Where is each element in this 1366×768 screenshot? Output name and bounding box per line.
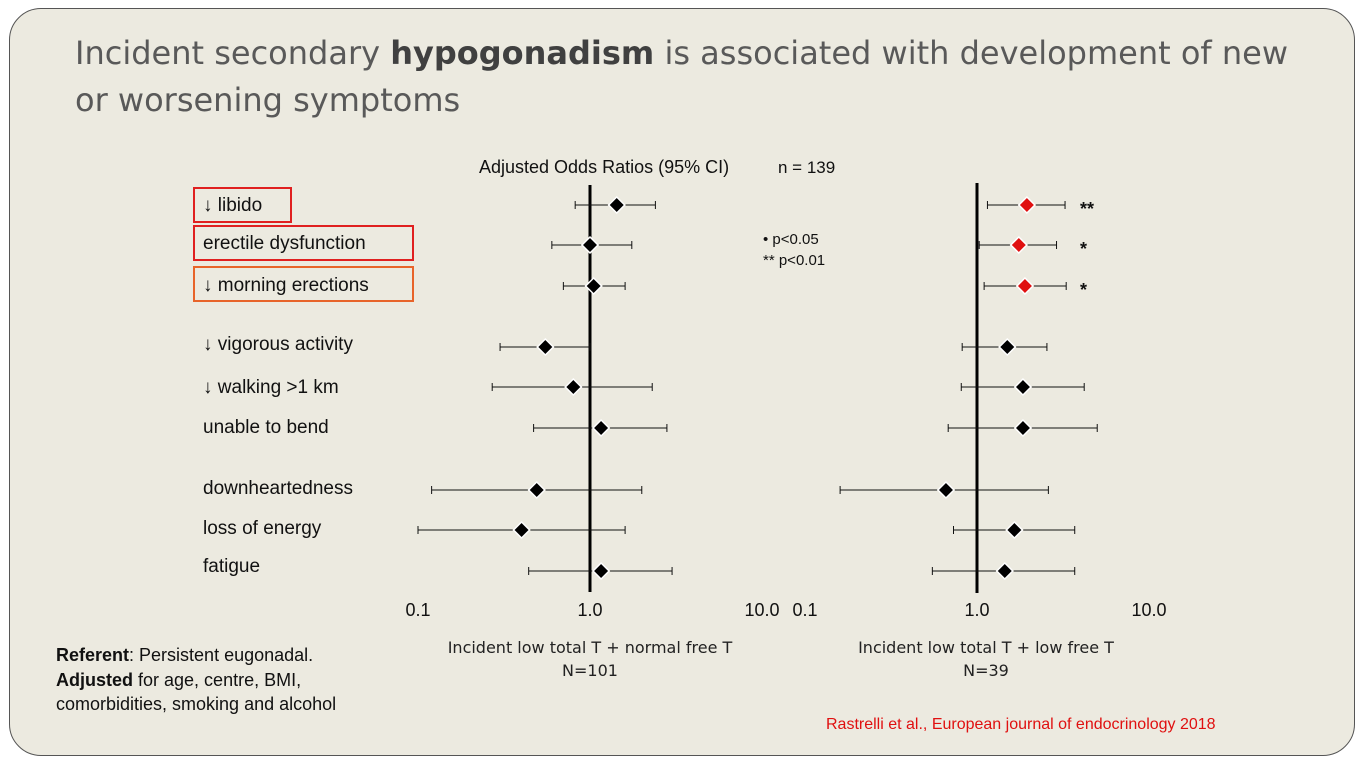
x-tick-label: 1.0 bbox=[964, 600, 989, 620]
footnote-adjusted-text: for age, centre, BMI, bbox=[133, 669, 302, 690]
estimate-marker bbox=[1015, 276, 1035, 296]
footnote-adjusted-text-2: comorbidities, smoking and alcohol bbox=[56, 694, 337, 714]
estimate-marker bbox=[536, 337, 555, 357]
x-tick-label: 0.1 bbox=[792, 600, 817, 620]
estimate-marker bbox=[995, 561, 1014, 581]
estimate-marker bbox=[1013, 418, 1033, 438]
significance-marker: ** bbox=[1080, 199, 1094, 219]
estimate-marker bbox=[512, 520, 531, 540]
highlight-box-libido bbox=[193, 187, 292, 223]
x-axis-label-right-line1: Incident low total T + low free T bbox=[858, 638, 1114, 657]
estimate-marker bbox=[584, 276, 603, 296]
symptom-label: fatigue bbox=[203, 556, 261, 577]
slide-background bbox=[9, 8, 1355, 756]
x-tick-label: 0.1 bbox=[405, 600, 430, 620]
footnote-referent-bold: Referent bbox=[56, 645, 130, 665]
estimate-marker bbox=[580, 235, 600, 255]
estimate-marker bbox=[592, 561, 611, 581]
x-tick-label: 1.0 bbox=[577, 600, 602, 620]
symptom-label: downheartedness bbox=[203, 478, 353, 499]
estimate-marker bbox=[936, 480, 956, 500]
chart-header-title: Adjusted Odds Ratios (95% CI) bbox=[479, 157, 730, 177]
citation: Rastrelli et al., European journal of en… bbox=[826, 716, 1216, 733]
symptom-label: ↓ walking >1 km bbox=[203, 377, 339, 398]
estimate-marker bbox=[1013, 377, 1033, 397]
significance-marker: * bbox=[1080, 280, 1087, 300]
estimate-marker bbox=[998, 337, 1017, 357]
symptom-label: ↓ vigorous activity bbox=[203, 334, 353, 355]
symptom-label: erectile dysfunction bbox=[203, 233, 366, 254]
symptom-label: loss of energy bbox=[203, 518, 322, 539]
estimate-marker bbox=[1005, 520, 1024, 540]
title-text-end: is associated with development of new or… bbox=[75, 34, 1288, 119]
x-tick-label: 10.0 bbox=[1131, 600, 1166, 620]
x-axis-label-left-line1: Incident low total T + normal free T bbox=[447, 638, 733, 657]
significance-marker: * bbox=[1080, 239, 1087, 259]
significance-legend-double: ** p<0.01 bbox=[763, 252, 826, 269]
estimate-marker bbox=[564, 377, 583, 397]
highlight-box-erectile-dysfunction bbox=[193, 225, 414, 261]
significance-legend-single: • p<0.05 bbox=[763, 231, 819, 248]
footnote-adjusted-bold: Adjusted bbox=[56, 669, 134, 690]
symptom-label: ↓ morning erections bbox=[203, 275, 369, 296]
estimate-marker bbox=[527, 480, 546, 500]
estimate-marker bbox=[1009, 235, 1028, 255]
footnote-referent-text: : Persistent eugonadal. bbox=[129, 645, 314, 665]
slide-title: Incident secondary hypogonadism is assoc… bbox=[75, 30, 1295, 124]
x-tick-label: 10.0 bbox=[744, 600, 779, 620]
sample-size-label: n = 139 bbox=[778, 158, 836, 177]
x-axis-label-left: Incident low total T + normal free T N=1… bbox=[415, 636, 765, 682]
estimate-marker bbox=[607, 195, 626, 215]
title-text-start: Incident secondary bbox=[75, 34, 391, 72]
symptom-label: ↓ libido bbox=[203, 195, 263, 216]
highlight-box-morning-erections bbox=[193, 266, 414, 302]
estimate-marker bbox=[1017, 195, 1036, 215]
x-axis-label-left-line2: N=101 bbox=[562, 661, 618, 680]
footnote: Referent: Persistent eugonadal. Adjusted… bbox=[56, 643, 336, 717]
x-axis-label-right: Incident low total T + low free T N=39 bbox=[811, 636, 1161, 682]
title-text-bold: hypogonadism bbox=[390, 34, 655, 72]
estimate-marker bbox=[592, 418, 611, 438]
symptom-label: unable to bend bbox=[203, 417, 329, 438]
x-axis-label-right-line2: N=39 bbox=[963, 661, 1009, 680]
